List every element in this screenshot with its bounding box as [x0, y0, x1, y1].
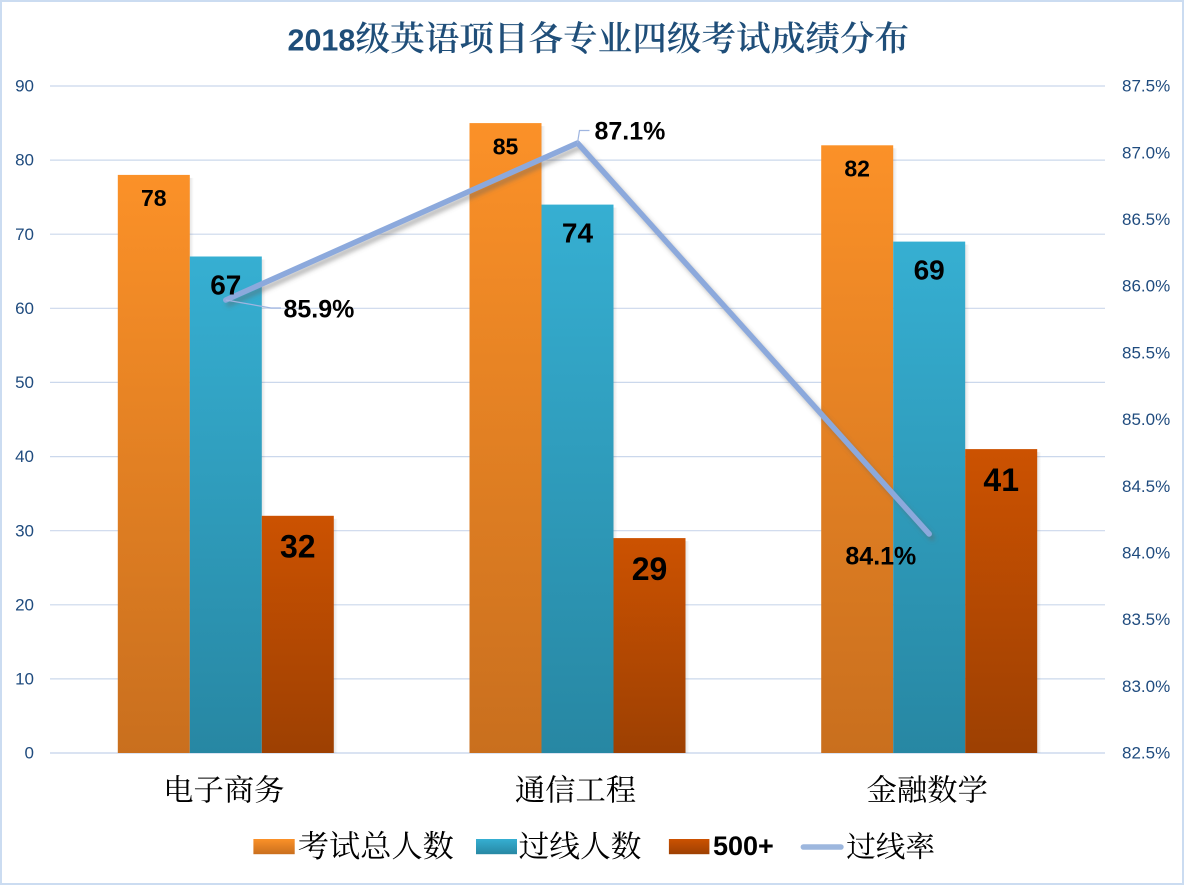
svg-text:10: 10 — [15, 670, 34, 689]
svg-text:82.5%: 82.5% — [1122, 744, 1170, 763]
svg-text:30: 30 — [15, 521, 34, 540]
svg-text:67: 67 — [210, 270, 241, 301]
svg-text:2018: 2018 — [288, 24, 356, 58]
svg-text:83.0%: 83.0% — [1122, 677, 1170, 696]
svg-text:85.9%: 85.9% — [284, 296, 355, 324]
svg-text:87.0%: 87.0% — [1122, 143, 1170, 162]
svg-text:83.5%: 83.5% — [1122, 610, 1170, 629]
svg-text:80: 80 — [15, 151, 34, 170]
svg-text:29: 29 — [632, 551, 668, 587]
svg-text:87.1%: 87.1% — [595, 118, 666, 146]
svg-text:20: 20 — [15, 595, 34, 614]
svg-text:50: 50 — [15, 373, 34, 392]
svg-text:85.0%: 85.0% — [1122, 410, 1170, 429]
svg-text:500+: 500+ — [713, 831, 774, 861]
svg-text:32: 32 — [280, 529, 316, 565]
svg-text:84.0%: 84.0% — [1122, 544, 1170, 563]
svg-text:90: 90 — [15, 77, 34, 96]
svg-text:60: 60 — [15, 299, 34, 318]
svg-text:74: 74 — [562, 218, 594, 249]
svg-text:70: 70 — [15, 225, 34, 244]
svg-text:85: 85 — [493, 133, 519, 159]
svg-text:78: 78 — [141, 185, 167, 211]
svg-text:87.5%: 87.5% — [1122, 77, 1170, 96]
svg-text:84.1%: 84.1% — [845, 543, 916, 571]
svg-text:86.5%: 86.5% — [1122, 210, 1170, 229]
svg-text:82: 82 — [844, 156, 870, 182]
svg-text:86.0%: 86.0% — [1122, 277, 1170, 296]
svg-text:40: 40 — [15, 447, 34, 466]
svg-text:85.5%: 85.5% — [1122, 343, 1170, 362]
svg-text:84.5%: 84.5% — [1122, 477, 1170, 496]
svg-text:0: 0 — [25, 744, 34, 763]
svg-text:69: 69 — [914, 255, 945, 286]
svg-text:41: 41 — [983, 462, 1019, 498]
